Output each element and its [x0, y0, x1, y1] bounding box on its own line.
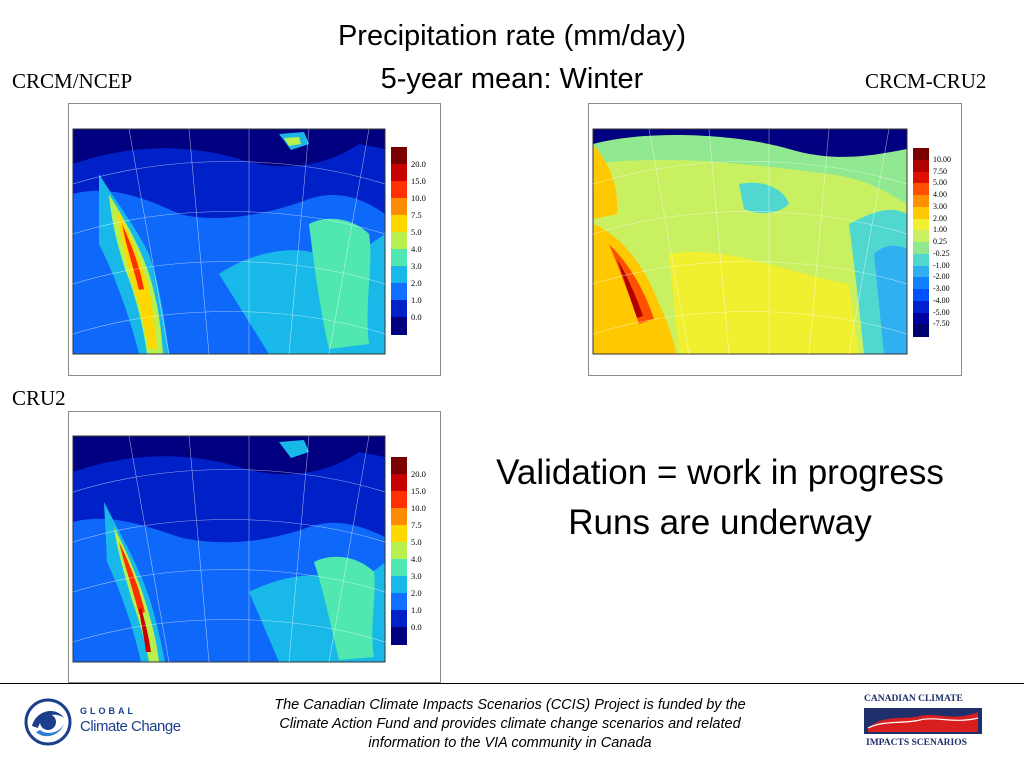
colorbar-tick-label: 1.0	[411, 294, 422, 305]
colorbar-swatch	[391, 559, 407, 577]
slide-title-line2: 5-year mean: Winter	[380, 63, 644, 95]
message-line1: Validation = work in progress	[496, 453, 944, 492]
colorbar-swatch	[391, 147, 407, 165]
map-panel-crcm-ncep: 20.0 15.0 10.0 7.5 5.0 4.0 3.0 2.0 1.0 0.0	[68, 103, 441, 376]
colorbar-tick-label: 10.0	[411, 502, 426, 513]
colorbar-tick-label: 2.00	[933, 213, 947, 223]
footer-divider	[0, 683, 1024, 684]
colorbar-swatch	[913, 148, 929, 161]
precipitation-map-crcm-ncep	[72, 128, 386, 355]
map-panel-crcm-cru2: 10.00 7.50 5.00 4.00 3.00 2.00 1.00 0.25 -0.25 -1…	[588, 103, 962, 376]
colorbar-swatch	[391, 474, 407, 492]
colorbar-tick-label: 10.0	[411, 192, 426, 203]
colorbar-swatch	[913, 265, 929, 278]
panel-label-crcm-cru2: CRCM-CRU2	[865, 69, 987, 93]
colorbar-swatch	[391, 283, 407, 301]
colorbar-tick-label: 15.0	[411, 175, 426, 186]
colorbar-swatch	[913, 253, 929, 266]
map-panel-cru2: 20.0 15.0 10.0 7.5 5.0 4.0 3.0 2.0 1.0 0.0	[68, 411, 441, 683]
colorbar-tick-label: 0.0	[411, 311, 422, 322]
colorbar-tick-label: 3.00	[933, 201, 947, 211]
colorbar-swatch	[913, 195, 929, 208]
colorbar-tick-label: 3.0	[411, 570, 422, 581]
colorbar-tick-label: 4.0	[411, 553, 422, 564]
colorbar-tick-label: 3.0	[411, 260, 422, 271]
colorbar-swatch	[391, 542, 407, 560]
colorbar-swatch	[913, 277, 929, 290]
footer-text-line3: information to the VIA community in Cana…	[368, 735, 652, 751]
colorbar-swatch	[391, 215, 407, 233]
colorbar-swatch	[391, 525, 407, 543]
precipitation-map-cru2	[72, 435, 386, 663]
colorbar-tick-label: 1.0	[411, 604, 422, 615]
colorbar-tick-label: -7.50	[933, 319, 950, 329]
colorbar-tick-label: 7.50	[933, 166, 947, 176]
colorbar-tick-label: -5.00	[933, 307, 950, 317]
message-line2: Runs are underway	[568, 503, 872, 542]
colorbar-tick-label: 20.0	[411, 158, 426, 169]
colorbar-swatch	[391, 610, 407, 628]
colorbar-swatch	[913, 324, 929, 337]
colorbar-tick-label: 4.00	[933, 190, 947, 200]
colorbar-swatch	[913, 218, 929, 231]
canada-silhouette-icon	[864, 708, 982, 734]
colorbar-swatch	[391, 491, 407, 509]
colorbar-swatch	[391, 508, 407, 526]
logo-climate-change-text: Climate Change	[80, 718, 181, 735]
global-climate-change-logo: GLOBAL Climate Change	[22, 696, 187, 748]
colorbar-tick-label: 5.00	[933, 178, 947, 188]
colorbar-tick-label: -3.00	[933, 284, 950, 294]
canadian-climate-impacts-scenarios-logo: CANADIAN CLIMATE IMPACTS SCENARIOS	[862, 694, 988, 752]
colorbar-tick-label: 7.5	[411, 519, 422, 530]
logo-top-text: CANADIAN CLIMATE	[864, 694, 963, 704]
colorbar-swatch	[391, 593, 407, 611]
colorbar-tick-label: 2.0	[411, 277, 422, 288]
footer-text-line2: Climate Action Fund and provides climate…	[279, 716, 741, 732]
colorbar-tick-label: -1.00	[933, 260, 950, 270]
colorbar-swatch	[913, 206, 929, 219]
slide-title-line1: Precipitation rate (mm/day)	[337, 20, 687, 52]
colorbar-swatch	[913, 300, 929, 313]
colorbar-tick-label: -2.00	[933, 272, 950, 282]
colorbar-swatch	[913, 312, 929, 325]
colorbar-tick-label: 5.0	[411, 536, 422, 547]
colorbar-swatch	[391, 457, 407, 475]
logo-bottom-text: IMPACTS SCENARIOS	[866, 738, 967, 748]
colorbar-swatch	[913, 183, 929, 196]
logo-global-text: GLOBAL	[80, 706, 136, 716]
colorbar-swatch	[391, 300, 407, 318]
colorbar-swatch	[391, 576, 407, 594]
colorbar-swatch	[913, 242, 929, 255]
colorbar-tick-label: 2.0	[411, 587, 422, 598]
colorbar-swatch	[391, 232, 407, 250]
colorbar-tick-label: 4.0	[411, 243, 422, 254]
colorbar-tick-label: -0.25	[933, 248, 950, 258]
colorbar-swatch	[391, 198, 407, 216]
colorbar-tick-label: -4.00	[933, 295, 950, 305]
panel-label-cru2: CRU2	[12, 386, 66, 410]
footer-funding-text: The Canadian Climate Impacts Scenarios (…	[190, 696, 830, 753]
colorbar-swatch	[913, 289, 929, 302]
colorbar-swatch	[913, 171, 929, 184]
colorbar-swatch	[391, 164, 407, 182]
precipitation-difference-map	[592, 128, 908, 355]
colorbar-tick-label: 5.0	[411, 226, 422, 237]
footer-text-line1: The Canadian Climate Impacts Scenarios (…	[274, 697, 746, 713]
panel-label-crcm-ncep: CRCM/NCEP	[12, 69, 133, 93]
colorbar-swatch	[391, 317, 407, 335]
colorbar-tick-label: 10.00	[933, 154, 951, 164]
colorbar-tick-label: 0.25	[933, 237, 947, 247]
globe-swirl-icon	[24, 698, 72, 746]
colorbar-swatch	[391, 181, 407, 199]
colorbar-swatch	[913, 159, 929, 172]
colorbar-swatch	[391, 627, 407, 645]
colorbar-swatch	[391, 266, 407, 284]
colorbar-tick-label: 0.0	[411, 621, 422, 632]
colorbar-tick-label: 1.00	[933, 225, 947, 235]
colorbar-swatch	[391, 249, 407, 267]
colorbar-swatch	[913, 230, 929, 243]
colorbar-tick-label: 15.0	[411, 485, 426, 496]
colorbar-tick-label: 7.5	[411, 209, 422, 220]
colorbar-tick-label: 20.0	[411, 468, 426, 479]
